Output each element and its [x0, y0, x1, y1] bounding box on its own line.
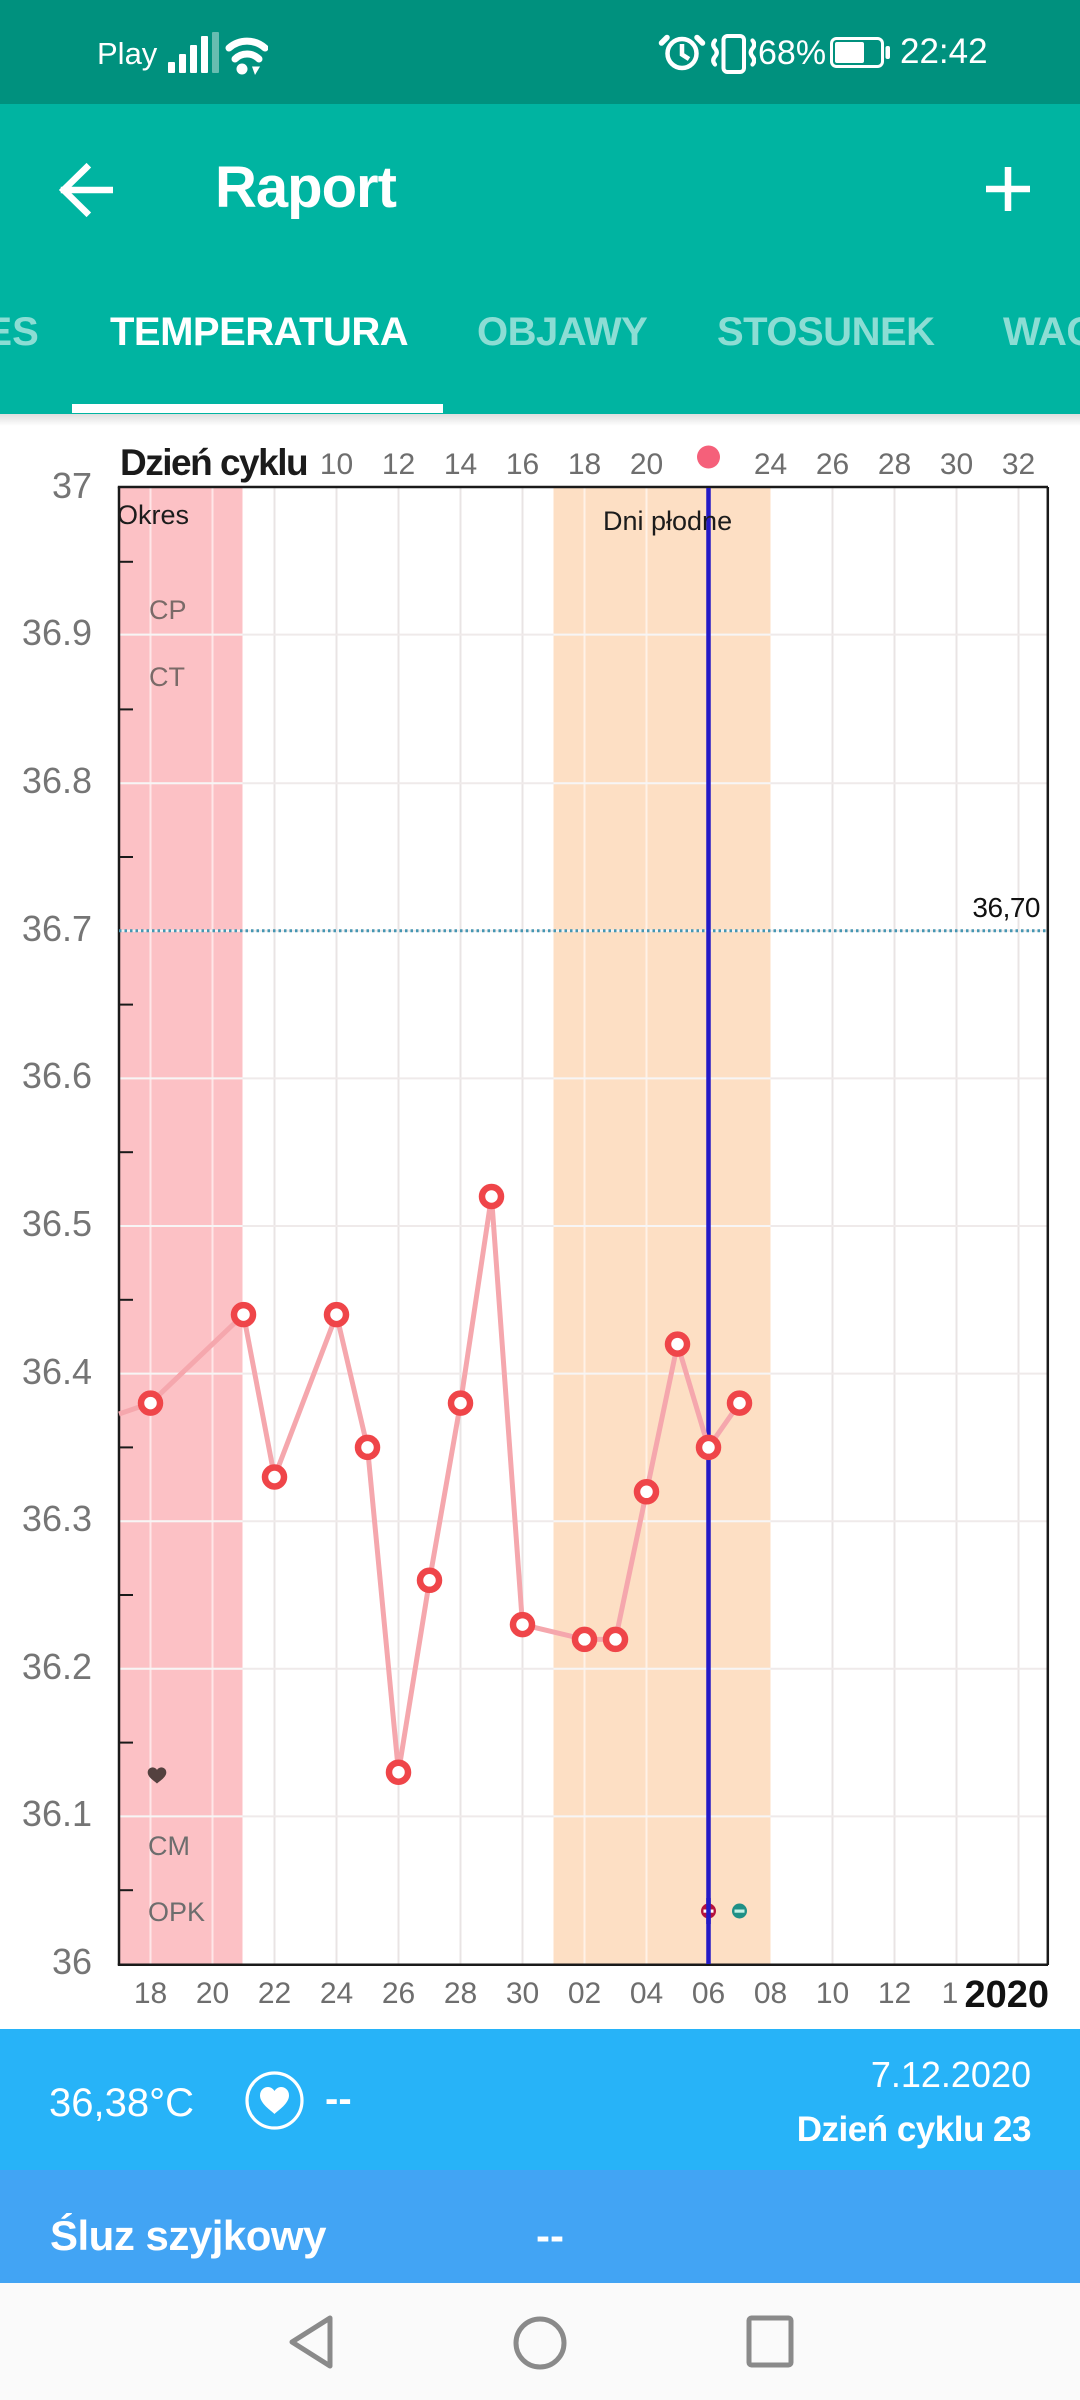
svg-text:14: 14 [444, 448, 477, 481]
svg-text:10: 10 [816, 1977, 849, 2010]
svg-text:36.3: 36.3 [22, 1498, 92, 1539]
svg-text:36.5: 36.5 [22, 1203, 92, 1244]
svg-text:36.2: 36.2 [22, 1646, 92, 1687]
svg-text:36.9: 36.9 [22, 612, 92, 653]
svg-text:36: 36 [52, 1941, 92, 1982]
svg-text:16: 16 [506, 448, 539, 481]
svg-text:CT: CT [149, 662, 185, 692]
svg-text:CM: CM [148, 1831, 190, 1861]
svg-text:OPK: OPK [148, 1897, 205, 1927]
svg-text:26: 26 [382, 1977, 415, 2010]
svg-text:28: 28 [444, 1977, 477, 2010]
svg-text:08: 08 [754, 1977, 787, 2010]
svg-text:12: 12 [878, 1977, 911, 2010]
svg-text:2020: 2020 [964, 1974, 1049, 2016]
svg-text:36.1: 36.1 [22, 1793, 92, 1834]
svg-text:28: 28 [878, 448, 911, 481]
svg-text:1: 1 [942, 1977, 959, 2010]
svg-text:24: 24 [754, 448, 787, 481]
svg-text:18: 18 [134, 1977, 167, 2010]
svg-text:36,70: 36,70 [972, 892, 1040, 923]
svg-text:04: 04 [630, 1977, 663, 2010]
svg-text:06: 06 [692, 1977, 725, 2010]
svg-text:Dzień cyklu: Dzień cyklu [120, 442, 307, 483]
svg-text:CP: CP [149, 595, 187, 625]
svg-text:30: 30 [506, 1977, 539, 2010]
svg-text:02: 02 [568, 1977, 601, 2010]
svg-text:37: 37 [52, 465, 92, 506]
svg-text:30: 30 [940, 448, 973, 481]
svg-text:36.7: 36.7 [22, 908, 92, 949]
svg-text:10: 10 [320, 448, 353, 481]
svg-text:Okres: Okres [117, 500, 189, 530]
svg-text:22: 22 [258, 1977, 291, 2010]
svg-text:Dni płodne: Dni płodne [603, 506, 732, 536]
svg-text:36.4: 36.4 [22, 1351, 92, 1392]
svg-text:36.8: 36.8 [22, 760, 92, 801]
svg-text:26: 26 [816, 448, 849, 481]
svg-text:20: 20 [630, 448, 663, 481]
svg-text:18: 18 [568, 448, 601, 481]
svg-text:20: 20 [196, 1977, 229, 2010]
svg-text:36.6: 36.6 [22, 1055, 92, 1096]
svg-text:32: 32 [1002, 448, 1035, 481]
svg-text:24: 24 [320, 1977, 353, 2010]
svg-text:12: 12 [382, 448, 415, 481]
